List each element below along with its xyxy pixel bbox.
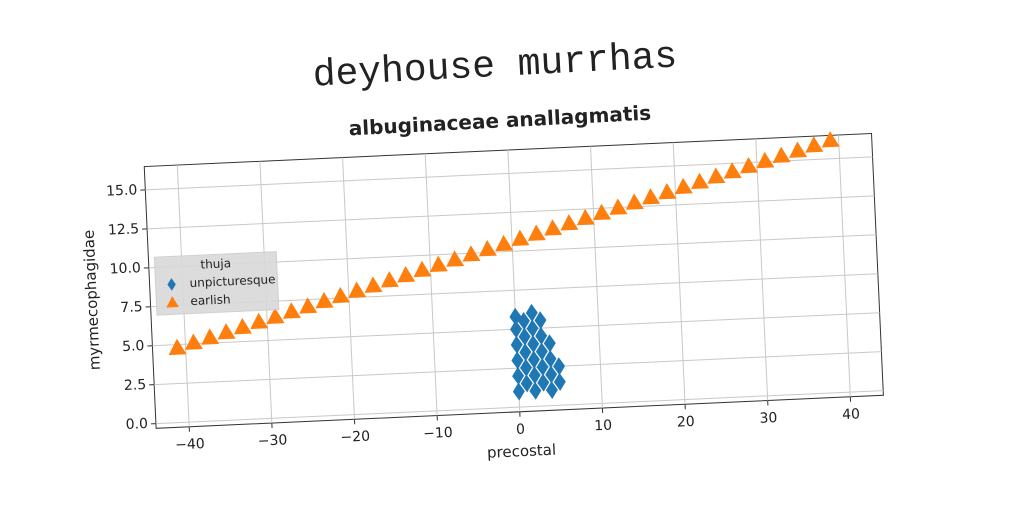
x-tick-label: −30: [258, 432, 288, 449]
diamond-marker: [520, 358, 533, 377]
diamond-marker: [553, 372, 566, 391]
legend-box: [153, 251, 280, 316]
triangle-marker: [674, 177, 693, 195]
triangle-marker: [707, 167, 726, 184]
triangle-marker: [609, 198, 628, 215]
y-tick-label: 5.0: [122, 338, 145, 355]
diamond-marker: [534, 311, 547, 330]
legend-label: earlish: [190, 292, 231, 308]
triangle-marker: [168, 338, 187, 356]
triangle-marker: [462, 245, 481, 262]
triangle-marker: [201, 328, 220, 345]
triangle-marker: [821, 131, 840, 148]
triangle-marker: [282, 302, 301, 319]
triangle-marker: [397, 266, 416, 283]
triangle-marker: [364, 276, 383, 293]
triangle-marker: [723, 162, 742, 179]
triangle-marker: [593, 203, 612, 221]
x-tick-label: 20: [677, 414, 696, 431]
diamond-marker: [512, 366, 525, 385]
y-tick-label: 10.0: [109, 260, 141, 277]
diamond-marker: [517, 312, 530, 331]
y-tick-label: 7.5: [120, 299, 143, 316]
y-tick-label: 15.0: [106, 182, 138, 199]
plot: −40 −30 −20 −10 0 10 20 30 40 0.0 2.5 5.0 7.5 10.0 12.…: [80, 131, 884, 462]
diamond-marker: [535, 342, 548, 361]
triangle-marker: [805, 136, 824, 153]
diamond-marker: [544, 349, 557, 368]
diamond-marker: [543, 334, 556, 353]
triangle-marker: [527, 224, 546, 241]
triangle-marker: [642, 188, 661, 205]
y-tick-label: 2.5: [124, 377, 147, 394]
legend-label: unpicturesque: [189, 272, 276, 290]
triangle-marker: [478, 240, 497, 257]
triangle-marker: [740, 156, 759, 174]
triangle-marker: [429, 255, 448, 273]
diamond-marker: [518, 327, 531, 346]
triangle-marker: [576, 208, 595, 226]
y-tick-label: 0.0: [125, 416, 148, 433]
legend-marker: [166, 296, 179, 308]
triangle-marker: [315, 291, 334, 309]
triangle-marker: [756, 151, 775, 169]
x-tick-label: 0: [516, 422, 526, 438]
triangle-marker: [495, 234, 514, 252]
diamond-marker: [519, 343, 532, 362]
triangle-marker: [691, 172, 710, 190]
y-axis-label: myrmecophagidae: [80, 229, 104, 370]
triangle-marker: [625, 193, 644, 210]
triangle-marker: [544, 219, 563, 236]
diamond-marker: [511, 351, 524, 370]
triangle-marker: [184, 333, 203, 350]
chart-subtitle: albuginaceae anallagmatis: [348, 101, 652, 141]
triangle-marker: [233, 317, 252, 335]
legend-title: thuja: [200, 256, 231, 271]
diamond-marker: [510, 335, 523, 354]
y-tick-label: 12.5: [108, 221, 140, 238]
x-tick-label: 30: [759, 410, 778, 427]
grid-line: [155, 390, 884, 425]
x-axis-label: precostal: [487, 441, 557, 462]
x-tick-label: 10: [594, 418, 613, 435]
diamond-marker: [529, 381, 542, 400]
diamond-marker: [526, 319, 539, 338]
diamond-marker: [545, 365, 558, 384]
x-tick-label: −20: [340, 429, 370, 446]
diamond-marker: [536, 358, 549, 377]
triangle-marker: [446, 250, 465, 267]
diamond-marker: [537, 373, 550, 392]
x-tick-label: 40: [842, 406, 861, 423]
triangle-marker: [380, 271, 399, 288]
diamond-marker: [510, 320, 523, 339]
triangle-marker: [772, 146, 791, 163]
triangle-marker: [250, 312, 269, 330]
triangle-marker: [658, 183, 677, 200]
diamond-marker: [545, 381, 558, 400]
triangle-marker: [511, 229, 530, 247]
diamond-marker: [528, 366, 541, 385]
diamond-marker: [553, 357, 566, 376]
triangle-marker: [348, 281, 367, 298]
diamond-marker: [525, 303, 538, 322]
legend-marker: [167, 278, 176, 291]
triangle-marker: [789, 141, 808, 158]
x-tick-label: −10: [423, 425, 453, 442]
triangle-marker: [217, 323, 236, 340]
diamond-marker: [535, 326, 548, 345]
triangle-marker: [560, 214, 579, 231]
triangle-marker: [266, 307, 285, 324]
diamond-marker: [527, 335, 540, 354]
diamond-marker: [520, 374, 533, 393]
diamond-marker: [527, 350, 540, 369]
triangle-marker: [299, 297, 318, 314]
chart-title: deyhouse murrhas: [312, 36, 679, 98]
diamond-marker: [512, 382, 525, 401]
triangle-marker: [413, 260, 432, 278]
x-tick-label: −40: [175, 436, 205, 453]
triangle-marker: [331, 286, 350, 304]
grid-line: [147, 195, 875, 230]
